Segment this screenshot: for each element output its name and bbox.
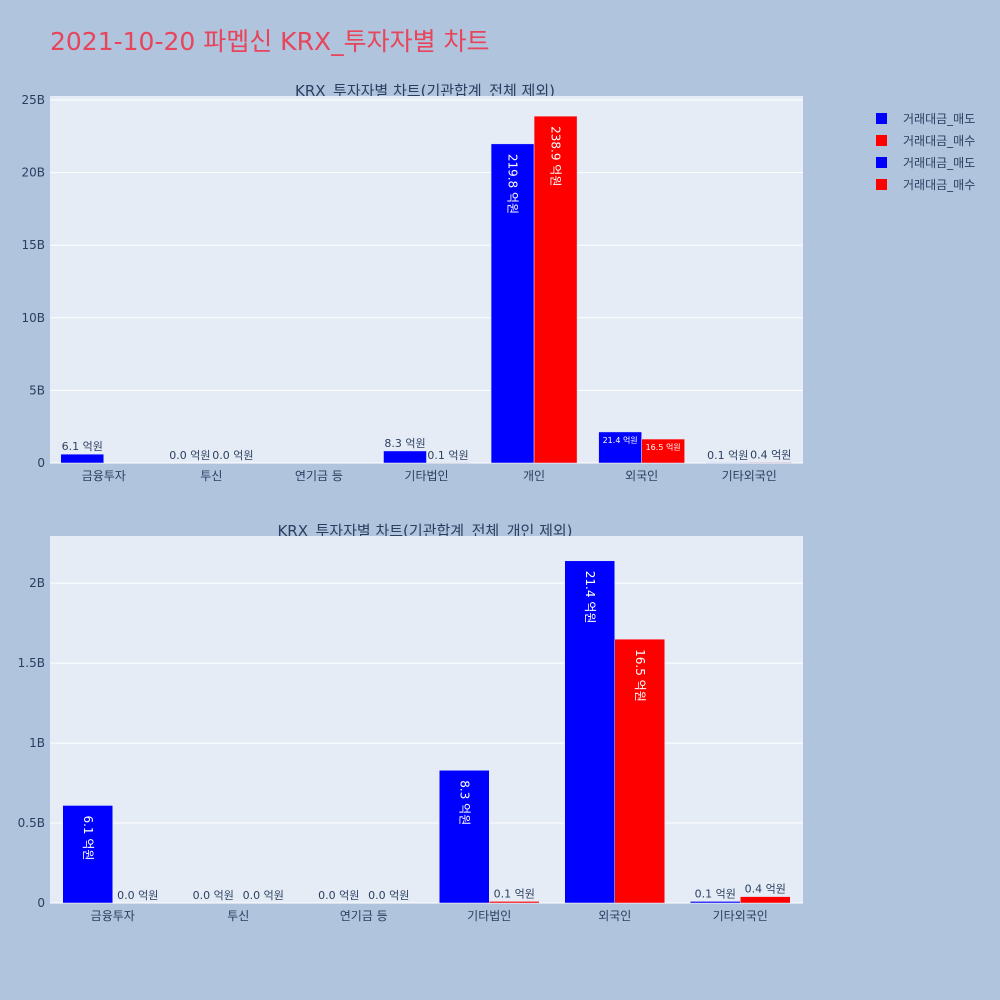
y-tick-label: 10B (21, 311, 45, 325)
x-tick-label: 외국인 (598, 909, 631, 923)
legend-swatch (876, 156, 887, 168)
data-label: 21.4 억원 (583, 571, 597, 624)
legend-label: 거래대금_매도 (903, 155, 976, 170)
plot-background (50, 536, 803, 903)
data-label: 16.5 억원 (646, 442, 681, 452)
data-label: 0.0 억원 (169, 449, 210, 462)
legend-swatch (876, 178, 887, 190)
legend-swatch (876, 134, 887, 146)
x-tick-label: 외국인 (625, 469, 658, 483)
legend: 거래대금_매도 거래대금_매수 거래대금_매도 거래대금_매수 (876, 107, 975, 195)
x-tick-label: 연기금 등 (295, 469, 343, 483)
data-label: 0.4 억원 (750, 448, 791, 461)
y-tick-label: 0 (37, 896, 45, 910)
data-label: 0.0 억원 (318, 889, 359, 902)
bar (533, 115, 578, 464)
data-label: 8.3 억원 (457, 780, 471, 825)
x-tick-label: 기타외국인 (722, 469, 777, 483)
data-label: 0.1 억원 (427, 449, 468, 462)
legend-swatch (876, 112, 887, 124)
y-tick-label: 0 (37, 456, 45, 470)
data-label: 0.1 억원 (494, 887, 535, 900)
data-label: 0.1 억원 (695, 887, 736, 900)
data-label: 0.0 억원 (193, 889, 234, 902)
bar (641, 438, 685, 464)
legend-item[interactable]: 거래대금_매도 (876, 107, 975, 129)
bar (740, 896, 791, 904)
bar (383, 450, 427, 464)
data-label: 6.1 억원 (62, 440, 103, 453)
legend-label: 거래대금_매수 (903, 177, 976, 192)
legend-item[interactable]: 거래대금_매수 (876, 173, 975, 195)
y-tick-label: 0.5B (18, 816, 45, 830)
bar (614, 638, 665, 904)
data-label: 238.9 억원 (549, 126, 563, 186)
legend-item[interactable]: 거래대금_매수 (876, 129, 975, 151)
chart-1-title: KRX_투자자별 차트(기관합계_전체 제외) (295, 82, 555, 100)
legend-item[interactable]: 거래대금_매도 (876, 151, 975, 173)
plot-background (50, 96, 803, 463)
page-title: 2021-10-20 파멥신 KRX_투자자별 차트 (50, 27, 490, 56)
bar (489, 901, 540, 904)
data-label: 6.1 억원 (81, 815, 95, 860)
y-tick-label: 20B (21, 166, 45, 180)
bar (690, 901, 741, 904)
x-tick-label: 금융투자 (91, 909, 135, 923)
data-label: 21.4 억원 (603, 435, 638, 445)
chart-2-title: KRX_투자자별 차트(기관합계_전체_개인 제외) (277, 522, 573, 540)
data-label: 8.3 억원 (384, 437, 425, 450)
x-tick-label: 금융투자 (82, 469, 126, 483)
x-tick-label: 기타외국인 (713, 909, 768, 923)
x-tick-label: 개인 (523, 469, 545, 483)
data-label: 0.4 억원 (745, 883, 786, 896)
bar (490, 143, 535, 464)
y-tick-label: 1.5B (18, 656, 45, 670)
data-label: 0.0 억원 (117, 889, 158, 902)
data-label: 0.1 억원 (707, 449, 748, 462)
bar (564, 560, 615, 904)
x-tick-label: 연기금 등 (340, 909, 388, 923)
x-tick-label: 투신 (200, 469, 222, 483)
x-tick-label: 투신 (227, 909, 249, 923)
y-tick-label: 2B (29, 576, 45, 590)
data-label: 219.8 억원 (506, 154, 520, 214)
bar (60, 453, 105, 464)
legend-label: 거래대금_매도 (903, 111, 976, 126)
bar (748, 462, 793, 464)
data-label: 16.5 억원 (633, 649, 647, 702)
bar (439, 770, 490, 904)
x-tick-label: 기타법인 (404, 469, 448, 483)
y-tick-label: 25B (21, 93, 45, 107)
bar (62, 805, 113, 904)
legend-label: 거래대금_매수 (903, 133, 976, 148)
data-label: 0.0 억원 (368, 889, 409, 902)
y-tick-label: 5B (29, 383, 45, 397)
data-label: 0.0 억원 (243, 889, 284, 902)
y-tick-label: 15B (21, 238, 45, 252)
x-tick-label: 기타법인 (467, 909, 511, 923)
data-label: 0.0 억원 (212, 449, 253, 462)
y-tick-label: 1B (29, 736, 45, 750)
